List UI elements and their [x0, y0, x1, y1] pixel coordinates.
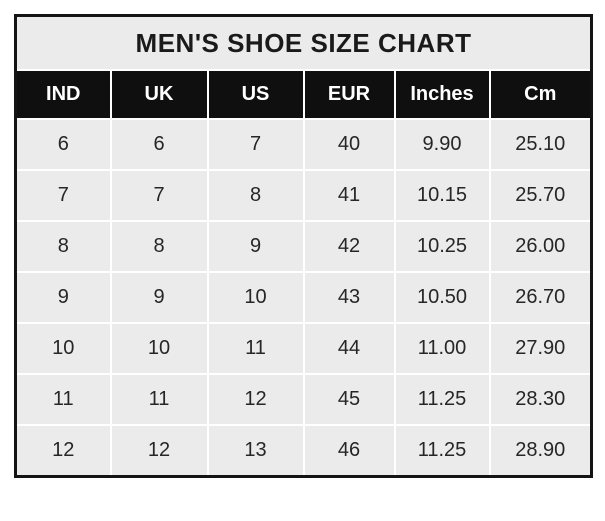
cell-uk: 9: [109, 271, 209, 324]
table-row: 11 11 12 45 11.25 28.30: [14, 373, 593, 426]
cell-cm: 28.30: [488, 373, 593, 426]
cell-us: 11: [206, 322, 305, 375]
mens-shoe-size-chart-table: MEN'S SHOE SIZE CHART IND UK US EUR Inch…: [14, 14, 594, 478]
cell-inches: 10.50: [393, 271, 491, 324]
cell-us: 12: [206, 373, 305, 426]
cell-inches: 10.15: [393, 169, 491, 222]
cell-inches: 11.25: [393, 424, 491, 478]
cell-eur: 46: [302, 424, 396, 478]
cell-cm: 25.10: [488, 118, 593, 171]
cell-uk: 6: [109, 118, 209, 171]
cell-cm: 28.90: [488, 424, 593, 478]
cell-ind: 8: [14, 220, 112, 273]
cell-ind: 11: [14, 373, 112, 426]
cell-eur: 42: [302, 220, 396, 273]
cell-ind: 12: [14, 424, 112, 478]
cell-cm: 27.90: [488, 322, 593, 375]
cell-ind: 6: [14, 118, 112, 171]
cell-ind: 9: [14, 271, 112, 324]
cell-uk: 11: [109, 373, 209, 426]
cell-uk: 12: [109, 424, 209, 478]
cell-eur: 43: [302, 271, 396, 324]
column-header-us: US: [206, 69, 305, 120]
header-row: IND UK US EUR Inches Cm: [14, 69, 593, 120]
cell-uk: 10: [109, 322, 209, 375]
cell-inches: 11.00: [393, 322, 491, 375]
table-row: 12 12 13 46 11.25 28.90: [14, 424, 593, 478]
cell-eur: 45: [302, 373, 396, 426]
cell-eur: 44: [302, 322, 396, 375]
cell-cm: 25.70: [488, 169, 593, 222]
column-header-cm: Cm: [488, 69, 593, 120]
cell-ind: 7: [14, 169, 112, 222]
cell-us: 13: [206, 424, 305, 478]
cell-ind: 10: [14, 322, 112, 375]
cell-uk: 7: [109, 169, 209, 222]
column-header-inches: Inches: [393, 69, 491, 120]
cell-uk: 8: [109, 220, 209, 273]
table-row: 9 9 10 43 10.50 26.70: [14, 271, 593, 324]
cell-us: 9: [206, 220, 305, 273]
cell-us: 10: [206, 271, 305, 324]
column-header-eur: EUR: [302, 69, 396, 120]
cell-inches: 9.90: [393, 118, 491, 171]
title-row: MEN'S SHOE SIZE CHART: [14, 14, 593, 71]
column-header-ind: IND: [14, 69, 112, 120]
table-row: 7 7 8 41 10.15 25.70: [14, 169, 593, 222]
cell-inches: 11.25: [393, 373, 491, 426]
cell-us: 8: [206, 169, 305, 222]
cell-cm: 26.00: [488, 220, 593, 273]
cell-inches: 10.25: [393, 220, 491, 273]
chart-title: MEN'S SHOE SIZE CHART: [14, 14, 593, 71]
cell-eur: 40: [302, 118, 396, 171]
cell-us: 7: [206, 118, 305, 171]
table-row: 10 10 11 44 11.00 27.90: [14, 322, 593, 375]
cell-eur: 41: [302, 169, 396, 222]
cell-cm: 26.70: [488, 271, 593, 324]
column-header-uk: UK: [109, 69, 209, 120]
table-row: 6 6 7 40 9.90 25.10: [14, 118, 593, 171]
table-row: 8 8 9 42 10.25 26.00: [14, 220, 593, 273]
